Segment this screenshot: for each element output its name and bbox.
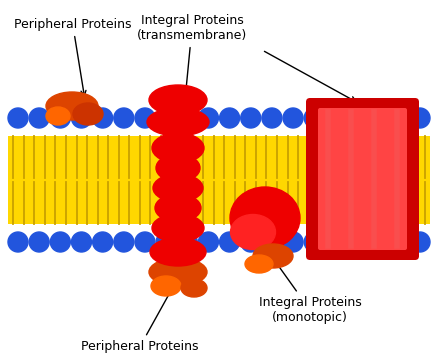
Circle shape <box>29 108 49 128</box>
Ellipse shape <box>46 107 70 125</box>
Bar <box>8 136 430 224</box>
Ellipse shape <box>151 276 181 296</box>
Circle shape <box>71 108 92 128</box>
Circle shape <box>135 232 155 252</box>
Circle shape <box>50 232 71 252</box>
Circle shape <box>241 232 261 252</box>
Circle shape <box>283 232 303 252</box>
Circle shape <box>8 108 28 128</box>
Ellipse shape <box>150 238 206 266</box>
Circle shape <box>219 108 240 128</box>
Circle shape <box>410 232 430 252</box>
Ellipse shape <box>253 244 293 268</box>
Circle shape <box>114 108 134 128</box>
Ellipse shape <box>147 108 209 136</box>
Circle shape <box>389 108 409 128</box>
Circle shape <box>177 232 197 252</box>
Circle shape <box>304 108 324 128</box>
Ellipse shape <box>73 103 103 125</box>
Circle shape <box>325 108 346 128</box>
Circle shape <box>241 108 261 128</box>
FancyBboxPatch shape <box>306 98 419 260</box>
Circle shape <box>8 232 28 252</box>
Ellipse shape <box>153 174 203 202</box>
Text: Integral Proteins
(transmembrane): Integral Proteins (transmembrane) <box>137 14 247 96</box>
Circle shape <box>92 108 113 128</box>
Ellipse shape <box>230 187 300 249</box>
Text: Peripheral Proteins: Peripheral Proteins <box>81 282 199 353</box>
Circle shape <box>177 108 197 128</box>
Ellipse shape <box>181 279 207 297</box>
Circle shape <box>346 108 367 128</box>
Circle shape <box>50 108 71 128</box>
Circle shape <box>156 232 176 252</box>
Ellipse shape <box>152 214 204 242</box>
Text: Peripheral Proteins: Peripheral Proteins <box>14 18 131 96</box>
Circle shape <box>92 232 113 252</box>
Ellipse shape <box>230 215 276 249</box>
Circle shape <box>367 108 388 128</box>
Circle shape <box>29 232 49 252</box>
Text: Integral Proteins
(monotopic): Integral Proteins (monotopic) <box>258 257 361 324</box>
Circle shape <box>304 232 324 252</box>
Ellipse shape <box>149 85 207 115</box>
Circle shape <box>346 232 367 252</box>
Circle shape <box>198 232 219 252</box>
Circle shape <box>389 232 409 252</box>
Circle shape <box>325 232 346 252</box>
Circle shape <box>410 108 430 128</box>
Ellipse shape <box>149 258 207 286</box>
Ellipse shape <box>155 194 201 222</box>
Circle shape <box>219 232 240 252</box>
Circle shape <box>198 108 219 128</box>
Ellipse shape <box>245 255 273 273</box>
Ellipse shape <box>156 154 200 182</box>
Circle shape <box>71 232 92 252</box>
Circle shape <box>283 108 303 128</box>
Circle shape <box>114 232 134 252</box>
Ellipse shape <box>46 92 98 120</box>
Circle shape <box>135 108 155 128</box>
Circle shape <box>367 232 388 252</box>
FancyBboxPatch shape <box>318 108 407 250</box>
Ellipse shape <box>152 133 204 163</box>
Circle shape <box>262 108 282 128</box>
Circle shape <box>262 232 282 252</box>
Circle shape <box>156 108 176 128</box>
